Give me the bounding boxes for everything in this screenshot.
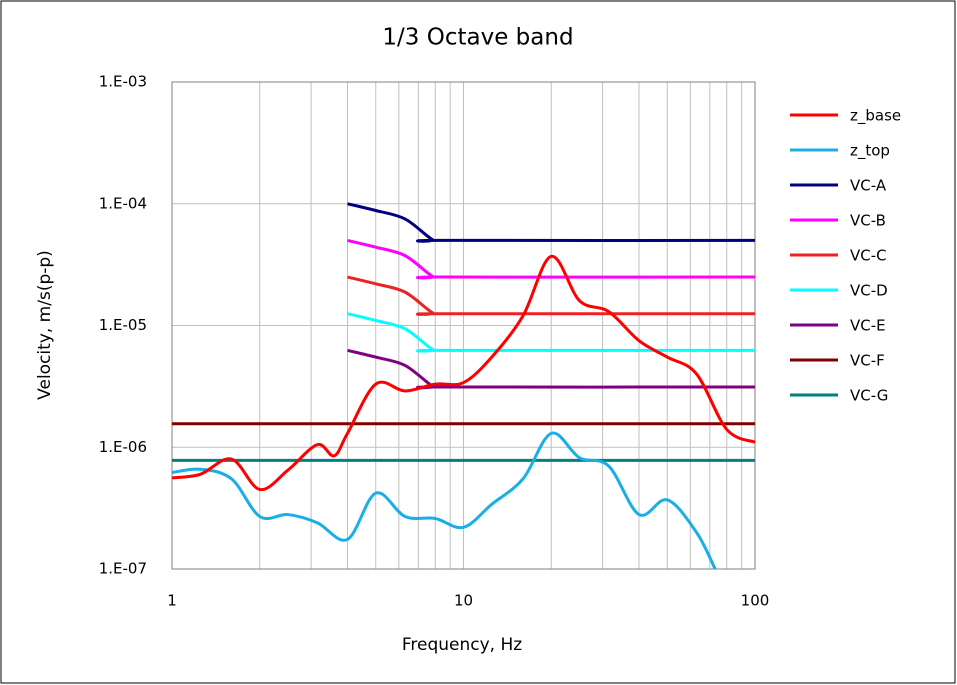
legend-label: z_base [850, 107, 901, 126]
legend-label: VC-B [850, 212, 886, 230]
data-line [347, 202, 756, 243]
y-tick-label: 1.E-04 [99, 194, 147, 212]
x-tick-label: 1 [167, 592, 177, 610]
y-tick-label: 1.E-05 [99, 316, 147, 334]
legend-label: z_top [850, 142, 890, 161]
data-line [171, 431, 717, 570]
legend-label: VC-D [850, 282, 888, 300]
plot-border [171, 81, 756, 570]
chart-title: 1/3 Octave band [382, 25, 573, 51]
y-axis-label: Velocity, m/s(p-p) [35, 250, 55, 400]
y-tick-label: 1.E-03 [99, 73, 147, 91]
data-line [347, 238, 756, 280]
x-axis-label: Frequency, Hz [402, 635, 522, 655]
y-tick-label: 1.E-06 [99, 438, 147, 456]
y-tick-label: 1.E-07 [99, 560, 147, 578]
x-tick-label: 100 [741, 592, 770, 610]
data-line [347, 275, 756, 316]
data-line [171, 254, 756, 491]
legend-label: VC-A [850, 177, 887, 195]
legend-label: VC-F [850, 352, 885, 370]
data-line [347, 312, 756, 353]
legend-label: VC-C [850, 247, 887, 265]
legend-label: VC-E [850, 317, 886, 335]
legend-label: VC-G [850, 387, 888, 405]
x-tick-label: 10 [454, 592, 473, 610]
